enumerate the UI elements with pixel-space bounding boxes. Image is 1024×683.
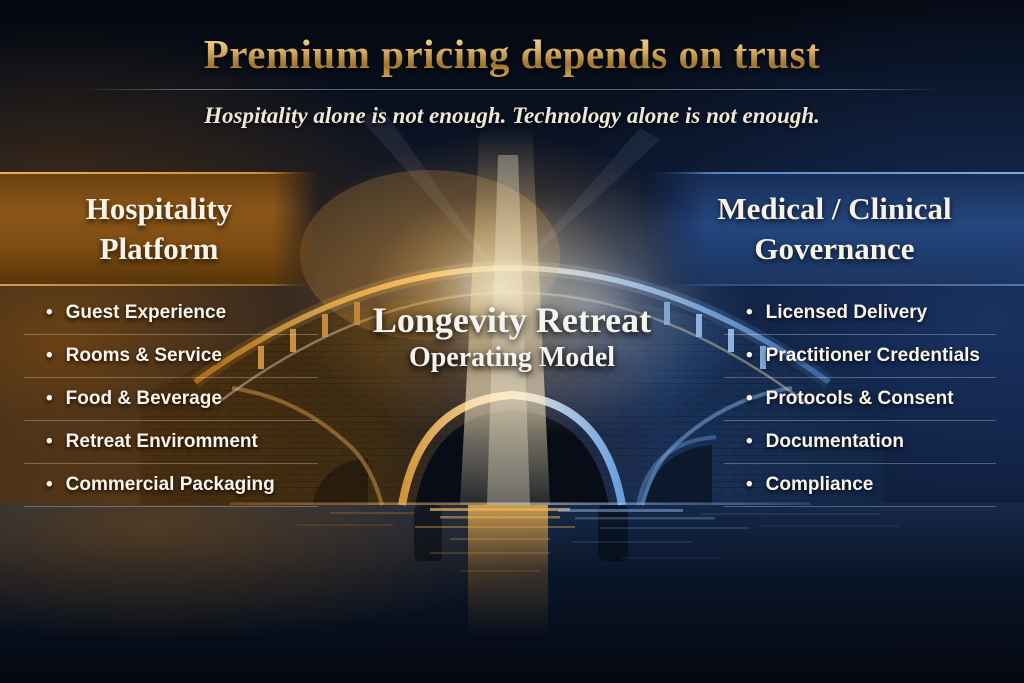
bullet-icon: • [746, 301, 753, 323]
center-label-line2: Operating Model [408, 342, 616, 373]
list-item: • Retreat Enviromment [24, 421, 318, 464]
blue-edge-line [645, 172, 1024, 174]
page-title: Premium pricing depends on trust [0, 30, 1024, 78]
bullet-icon: • [46, 301, 53, 323]
bullet-icon: • [746, 430, 753, 452]
governance-panel-title: Medical / Clinical Governance [717, 191, 952, 266]
bullet-icon: • [46, 344, 53, 366]
list-item-label: Practitioner Credentials [765, 345, 980, 366]
list-item-label: Protocols & Consent [765, 388, 954, 409]
bullet-icon: • [46, 387, 53, 409]
list-item-label: Food & Beverage [65, 388, 222, 409]
list-item: • Guest Experience [24, 292, 318, 335]
list-item-label: Documentation [765, 431, 904, 452]
list-item-label: Guest Experience [65, 302, 227, 323]
list-item: • Commercial Packaging [24, 464, 318, 507]
bullet-icon: • [746, 344, 753, 366]
list-item: • Rooms & Service [24, 335, 318, 378]
governance-list: • Licensed Delivery • Practitioner Crede… [724, 292, 996, 507]
gold-edge-line [0, 284, 318, 286]
bullet-icon: • [46, 473, 53, 495]
list-item: • Compliance [724, 464, 996, 507]
title-divider [78, 89, 946, 90]
list-item: • Food & Beverage [24, 378, 318, 421]
list-item-label: Commercial Packaging [65, 474, 275, 495]
list-item: • Protocols & Consent [724, 378, 996, 421]
hospitality-panel-header: Hospitality Platform [0, 172, 318, 286]
subtitle: Hospitality alone is not enough. Technol… [204, 103, 820, 128]
center-label-line1: Longevity Retreat [372, 300, 652, 340]
list-item-label: Licensed Delivery [765, 302, 928, 323]
gold-edge-line [0, 172, 318, 174]
hospitality-list: • Guest Experience • Rooms & Service • F… [24, 292, 318, 507]
list-item: • Documentation [724, 421, 996, 464]
bullet-icon: • [746, 387, 753, 409]
blue-edge-line [645, 284, 1024, 286]
bullet-icon: • [46, 430, 53, 452]
list-item-label: Rooms & Service [65, 345, 222, 366]
list-item-label: Compliance [765, 474, 874, 495]
list-item: • Licensed Delivery [724, 292, 996, 335]
bullet-icon: • [746, 473, 753, 495]
center-label: Longevity Retreat Operating Model [262, 299, 762, 374]
hospitality-panel-title: Hospitality Platform [85, 191, 233, 266]
list-item-label: Retreat Enviromment [65, 431, 258, 452]
list-item: • Practitioner Credentials [724, 335, 996, 378]
governance-panel-header: Medical / Clinical Governance [645, 172, 1024, 286]
